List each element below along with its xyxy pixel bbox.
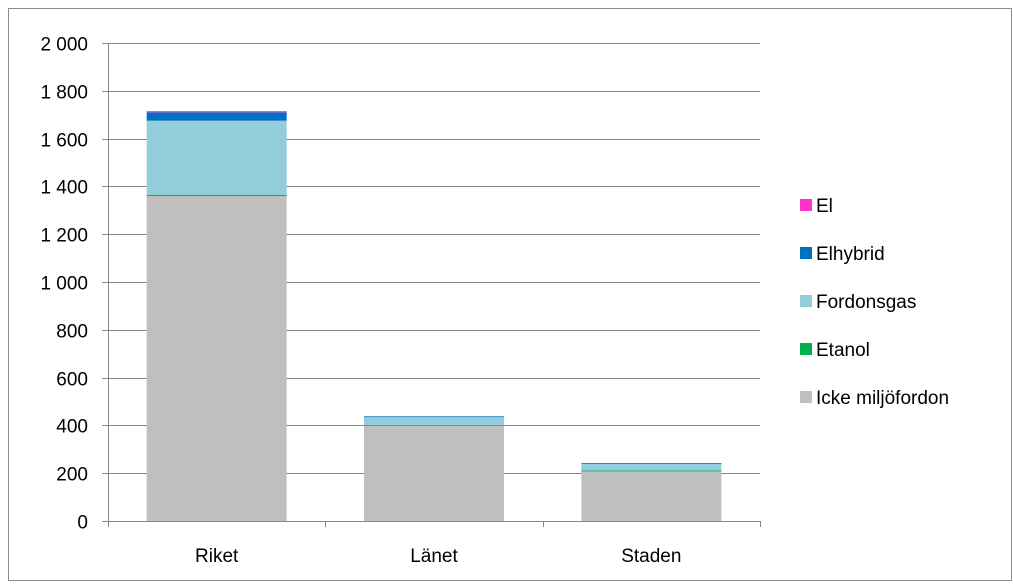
legend-label: Fordonsgas <box>816 292 916 313</box>
bar-segment <box>146 112 287 121</box>
legend-swatch <box>800 199 812 211</box>
y-tick-label: 1 400 <box>40 178 88 199</box>
bar-segment <box>364 416 504 425</box>
legend-swatch <box>800 295 812 307</box>
bars <box>146 111 722 521</box>
bar-segment <box>146 111 287 113</box>
legend-swatch <box>800 343 812 355</box>
bar-segment <box>581 470 722 472</box>
x-tick-label: Länet <box>410 546 458 567</box>
bar-segment <box>364 425 504 521</box>
y-tick-label: 600 <box>56 370 88 391</box>
legend-label: Elhybrid <box>816 244 885 265</box>
axes: 0 200 400 600 800 1 000 1 200 1 400 1 600 1 800 2 … <box>40 35 761 567</box>
y-tick-label: 800 <box>56 322 88 343</box>
x-tick-label: Staden <box>621 546 681 567</box>
bar-segment <box>146 120 287 195</box>
legend-label: Etanol <box>816 340 870 361</box>
y-tick-label: 1 600 <box>40 131 88 152</box>
y-tick-label: 0 <box>77 513 88 534</box>
bar-segment <box>581 470 722 521</box>
legend-swatch <box>800 391 812 403</box>
bar-segment <box>581 463 722 464</box>
bar-segment <box>364 424 504 426</box>
legend-swatch <box>800 247 812 259</box>
y-tick-label: 2 000 <box>40 35 88 56</box>
bar-segment <box>581 463 722 471</box>
legend: El Elhybrid Fordonsgas Etanol Icke miljöford… <box>800 196 949 409</box>
y-tick-label: 200 <box>56 465 88 486</box>
x-tick-label: Riket <box>195 546 239 567</box>
legend-label: Icke miljöfordon <box>816 388 949 409</box>
bar-segment <box>146 194 287 196</box>
y-tick-label: 400 <box>56 417 88 438</box>
bar-segment <box>146 195 287 521</box>
bar-segment <box>364 416 504 418</box>
y-tick-label: 1 200 <box>40 226 88 247</box>
legend-label: El <box>816 196 833 217</box>
y-tick-label: 1 800 <box>40 83 88 104</box>
y-tick-label: 1 000 <box>40 274 88 295</box>
